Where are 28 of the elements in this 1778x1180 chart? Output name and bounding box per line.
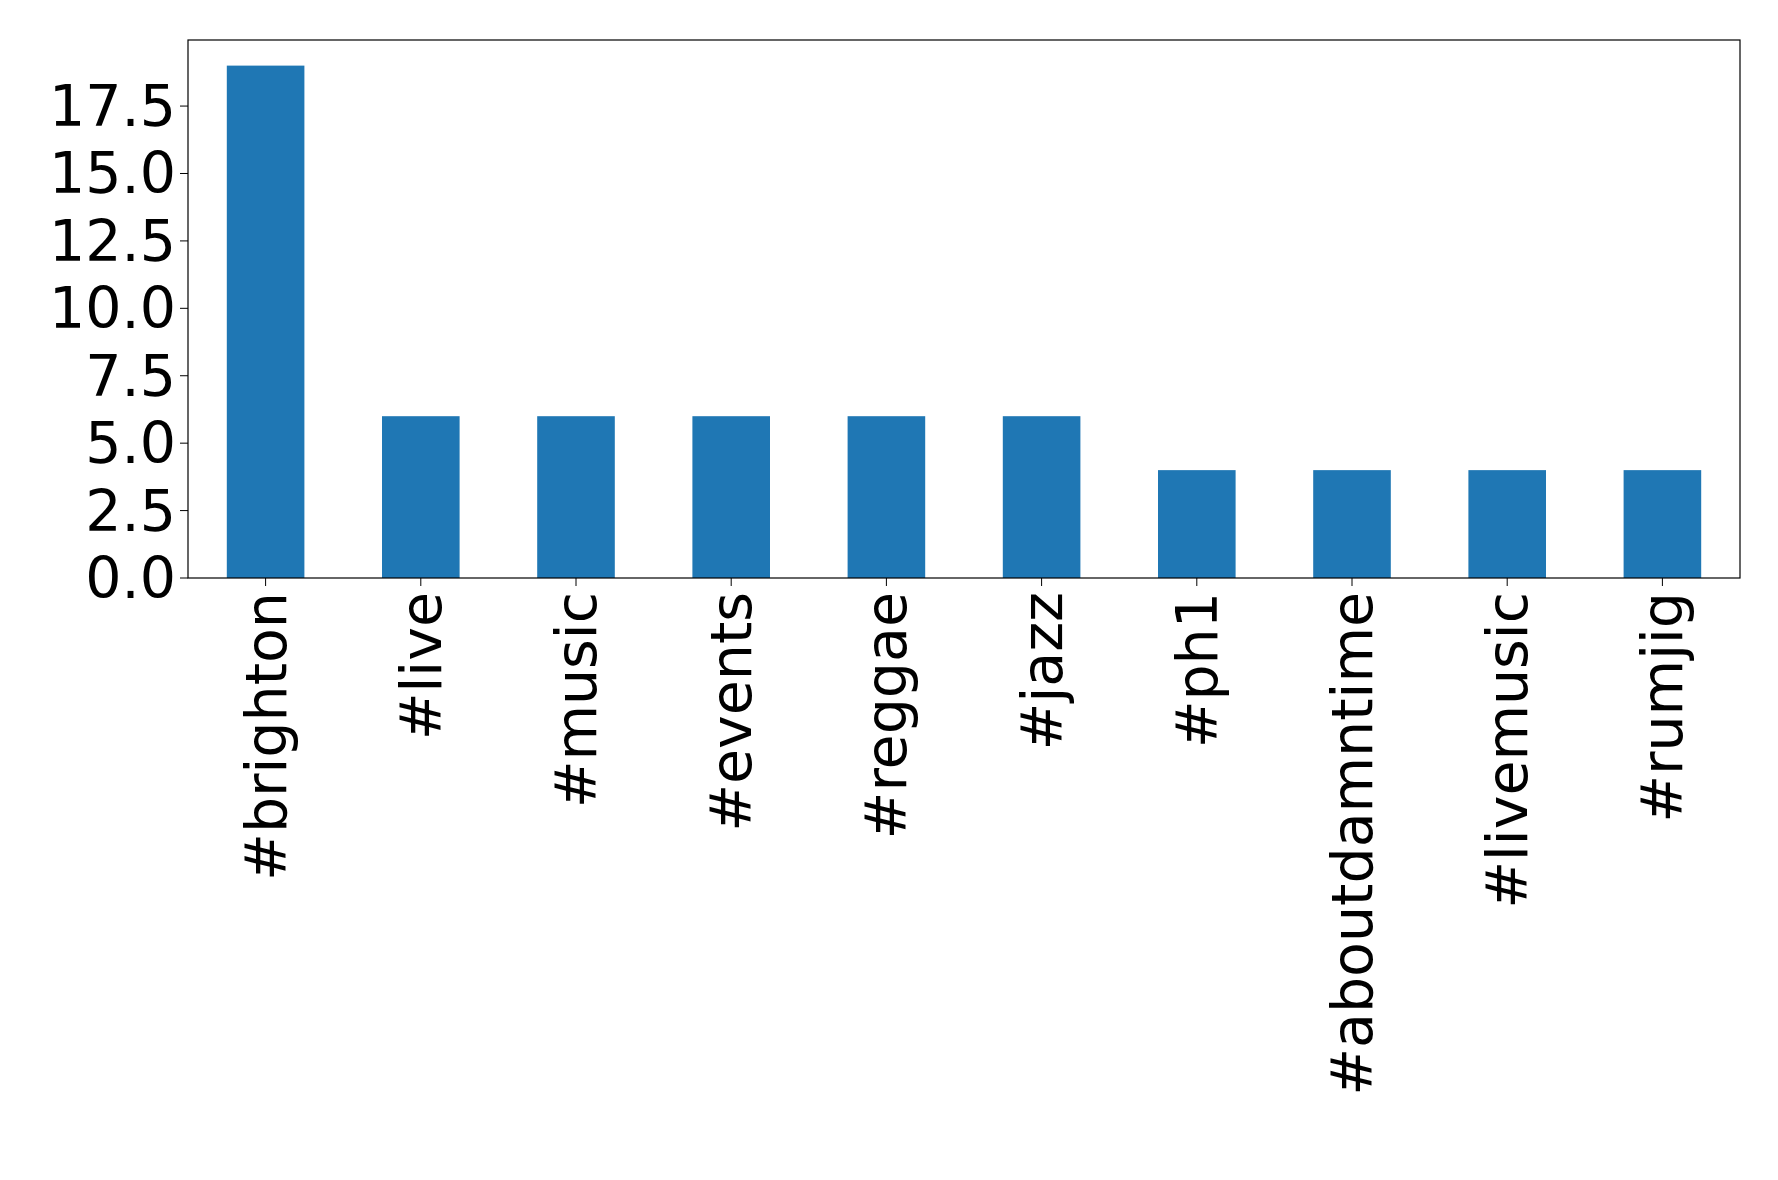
- y-tick-label: 0.0: [85, 544, 176, 611]
- y-tick-label: 5.0: [85, 410, 176, 477]
- bar: [1002, 416, 1081, 578]
- y-tick-label: 15.0: [49, 140, 176, 207]
- bar: [692, 416, 770, 578]
- bar: [226, 65, 305, 578]
- x-tick-label: #aboutdamntime: [1318, 592, 1385, 1096]
- y-tick-label: 10.0: [49, 275, 176, 342]
- x-tick-label: #reggae: [853, 592, 920, 840]
- bar: [1468, 470, 1546, 578]
- x-tick-label: #brighton: [232, 592, 299, 881]
- x-tick-label: #ph1: [1163, 592, 1230, 749]
- bar: [1313, 470, 1391, 578]
- x-tick-label: #events: [698, 592, 765, 832]
- bar: [1158, 470, 1236, 578]
- bar: [537, 416, 615, 578]
- bar: [1623, 470, 1702, 578]
- y-tick-label: 7.5: [85, 342, 176, 409]
- x-tick-label: #live: [387, 592, 454, 741]
- y-tick-label: 2.5: [85, 477, 176, 544]
- x-tick-label: #jazz: [1008, 592, 1075, 751]
- x-tick-label: #rumjig: [1629, 592, 1696, 823]
- y-tick-label: 17.5: [49, 73, 176, 140]
- x-tick-label: #music: [542, 592, 609, 809]
- bar: [847, 416, 926, 578]
- y-tick-label: 12.5: [49, 207, 176, 274]
- bar: [382, 416, 460, 578]
- x-tick-label: #livemusic: [1474, 592, 1541, 909]
